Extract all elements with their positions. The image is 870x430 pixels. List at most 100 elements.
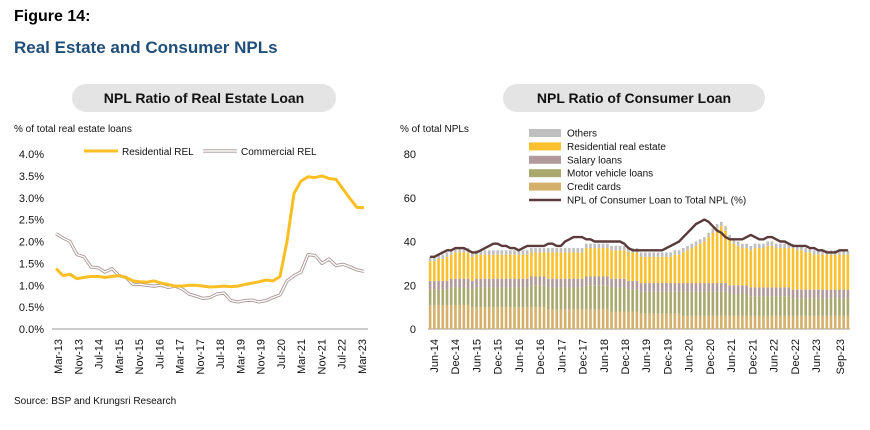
bar-segment	[517, 287, 521, 308]
bar-segment	[542, 252, 546, 277]
bar-segment	[846, 250, 850, 255]
bar-segment	[559, 248, 563, 253]
residential-rel-line	[54, 174, 365, 289]
bar-segment	[508, 250, 512, 255]
right-x-tick-label: Jun-15	[471, 339, 483, 373]
bar-segment	[648, 313, 651, 329]
bar-segment	[593, 285, 596, 310]
bar-segment	[741, 248, 744, 286]
bar-segment	[504, 287, 508, 308]
legend-swatch	[529, 169, 561, 178]
bar-segment	[530, 248, 533, 253]
bar-segment	[622, 278, 626, 288]
figure-title: Real Estate and Consumer NPLs	[14, 38, 278, 57]
bar-segment	[690, 291, 694, 316]
bar-segment	[492, 254, 495, 279]
bar-segment	[462, 287, 466, 305]
bar-segment	[492, 287, 495, 308]
bar-segment	[610, 245, 613, 251]
bar-segment	[648, 256, 651, 284]
bar-segment	[682, 315, 685, 330]
bar-segment	[508, 278, 512, 288]
right-x-tick-label: Jun-23	[811, 339, 823, 373]
bar-segment	[753, 296, 757, 316]
bar-segment	[817, 298, 820, 316]
bar-segment	[500, 250, 504, 255]
bar-segment	[732, 243, 736, 286]
bar-segment	[741, 243, 744, 249]
bar-segment	[568, 287, 571, 310]
bar-segment	[669, 291, 672, 314]
bar-segment	[606, 285, 609, 310]
bar-segment	[559, 252, 563, 279]
bar-segment	[812, 315, 816, 330]
bar-segment	[496, 307, 499, 330]
bar-segment	[711, 291, 715, 316]
bar-segment	[479, 287, 483, 308]
bar-segment	[652, 313, 656, 329]
bar-segment	[673, 254, 677, 284]
bar-segment	[762, 287, 765, 297]
bar-segment	[513, 254, 516, 279]
bar-segment	[563, 278, 567, 288]
bar-segment	[686, 250, 689, 284]
bar-segment	[504, 250, 508, 255]
bar-segment	[694, 245, 698, 284]
left-x-tick-label: Jul-18	[215, 339, 227, 369]
bar-segment	[703, 237, 706, 242]
bar-segment	[500, 254, 504, 279]
bar-segment	[428, 280, 432, 290]
bar-segment	[669, 252, 672, 257]
bar-segment	[475, 254, 478, 279]
bar-segment	[471, 256, 474, 281]
bar-segment	[821, 298, 824, 316]
bar-segment	[572, 248, 575, 253]
bar-segment	[508, 254, 512, 279]
bar-segment	[563, 248, 567, 253]
bar-segment	[534, 285, 537, 308]
bar-segment	[487, 254, 491, 279]
bar-segment	[821, 315, 824, 330]
right-x-tick-label: Dec-21	[747, 339, 759, 374]
bar-segment	[631, 311, 634, 329]
bar-segment	[475, 278, 478, 288]
bar-segment	[774, 315, 778, 330]
left-y-tick-label: 0.5%	[19, 302, 44, 314]
bar-segment	[525, 307, 529, 330]
bar-segment	[825, 298, 829, 316]
bar-segment	[842, 298, 845, 316]
left-y-tick-label: 4.0%	[19, 149, 44, 161]
bar-segment	[728, 234, 732, 240]
right-x-tick-label: Jun-16	[514, 339, 526, 373]
bar-segment	[757, 296, 761, 316]
bar-segment	[521, 254, 525, 279]
bar-segment	[546, 278, 550, 288]
bar-segment	[601, 285, 605, 310]
bar-segment	[707, 237, 710, 284]
bar-segment	[724, 315, 727, 330]
bar-segment	[635, 280, 639, 290]
bar-segment	[774, 296, 778, 316]
bar-segment	[808, 289, 812, 299]
bar-segment	[496, 278, 499, 288]
bar-segment	[787, 296, 791, 316]
bar-segment	[635, 252, 639, 281]
bar-segment	[428, 304, 432, 329]
bar-segment	[462, 248, 466, 253]
bar-segment	[479, 307, 483, 330]
left-x-tick-label: Mar-17	[175, 339, 187, 374]
bar-segment	[795, 245, 799, 251]
bar-segment	[669, 313, 672, 329]
bar-segment	[766, 287, 770, 297]
bar-segment	[530, 252, 533, 277]
bar-segment	[525, 250, 529, 255]
bar-segment	[838, 254, 841, 290]
bar-segment	[753, 315, 757, 330]
bar-segment	[597, 276, 601, 286]
bar-segment	[774, 243, 778, 249]
bar-segment	[715, 283, 719, 292]
bar-segment	[817, 250, 820, 255]
bar-segment	[601, 309, 605, 329]
bar-segment	[791, 315, 795, 330]
bar-segment	[791, 248, 795, 290]
